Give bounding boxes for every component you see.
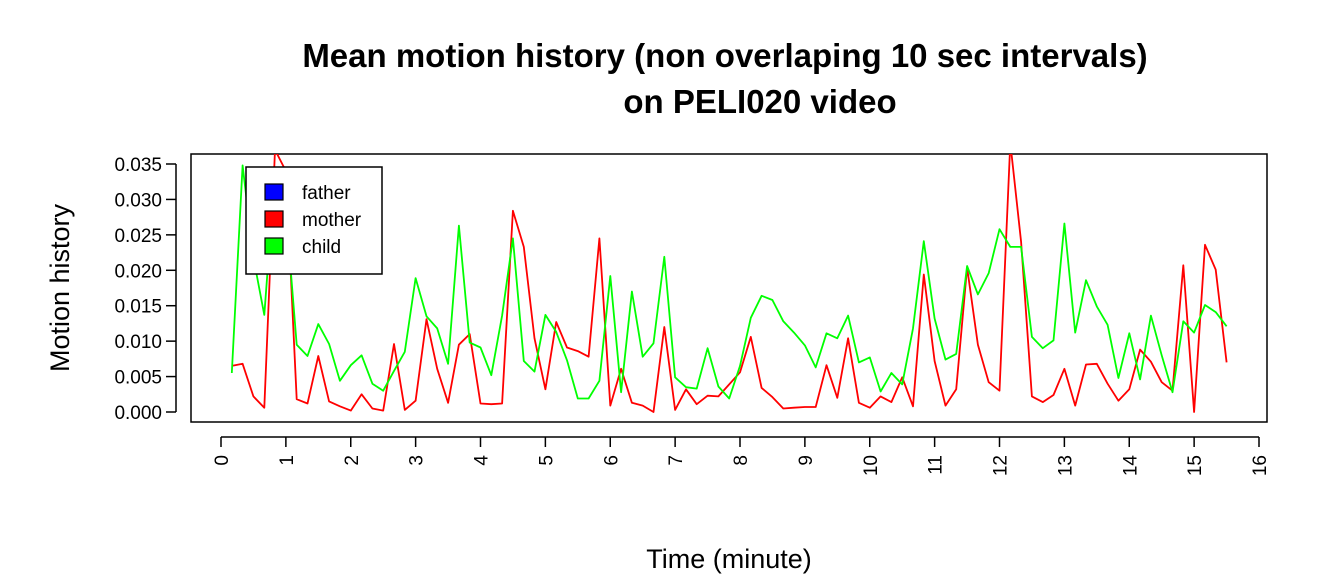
legend: father mother child [245,166,383,275]
y-tick-label: 0.000 [114,403,162,424]
y-tick-label: 0.005 [114,368,162,389]
x-tick-label: 11 [926,455,947,475]
x-tick-label: 4 [472,455,493,466]
series-line-child [230,164,1228,400]
x-tick-label: 0 [212,455,233,466]
x-tick-label: 6 [601,455,622,466]
y-axis-title: Motion history [45,203,75,372]
x-tick-label: 9 [796,455,817,466]
x-tick-label: 10 [861,455,882,476]
y-axis: 0.000 0.005 0.010 0.015 0.020 0.025 0.030 0.035 [114,155,177,424]
x-tick-label: 15 [1185,455,1206,476]
y-tick-label: 0.015 [114,297,162,318]
x-tick-label: 16 [1250,455,1271,476]
x-tick-label: 1 [277,455,298,466]
x-axis: 0 1 2 3 4 5 6 7 8 9 10 11 12 13 14 15 16 [212,436,1271,477]
legend-swatch-father [264,183,284,201]
y-tick-label: 0.010 [114,332,162,353]
x-tick-label: 14 [1120,455,1141,477]
chart-title-line2: on PELI020 video [623,83,896,120]
x-tick-label: 8 [731,455,752,466]
series-layer [230,154,1228,413]
y-tick-label: 0.035 [114,155,162,176]
x-tick-label: 3 [407,455,428,466]
legend-label-child: child [302,237,341,258]
legend-swatch-child [264,237,284,255]
plot-frame [190,153,1268,423]
x-tick-label: 12 [991,455,1012,476]
chart-title-line1: Mean motion history (non overlaping 10 s… [302,37,1147,74]
y-tick-label: 0.025 [114,226,162,247]
legend-label-mother: mother [302,210,362,231]
x-tick-label: 13 [1055,455,1076,476]
x-tick-label: 2 [342,455,363,466]
y-tick-label: 0.030 [114,190,162,211]
x-tick-label: 7 [666,455,687,466]
legend-label-father: father [302,183,351,204]
x-tick-label: 5 [536,455,557,466]
legend-swatch-mother [264,210,284,228]
plot-area [230,154,1228,413]
x-axis-title: Time (minute) [646,544,812,574]
y-tick-label: 0.020 [114,261,162,282]
